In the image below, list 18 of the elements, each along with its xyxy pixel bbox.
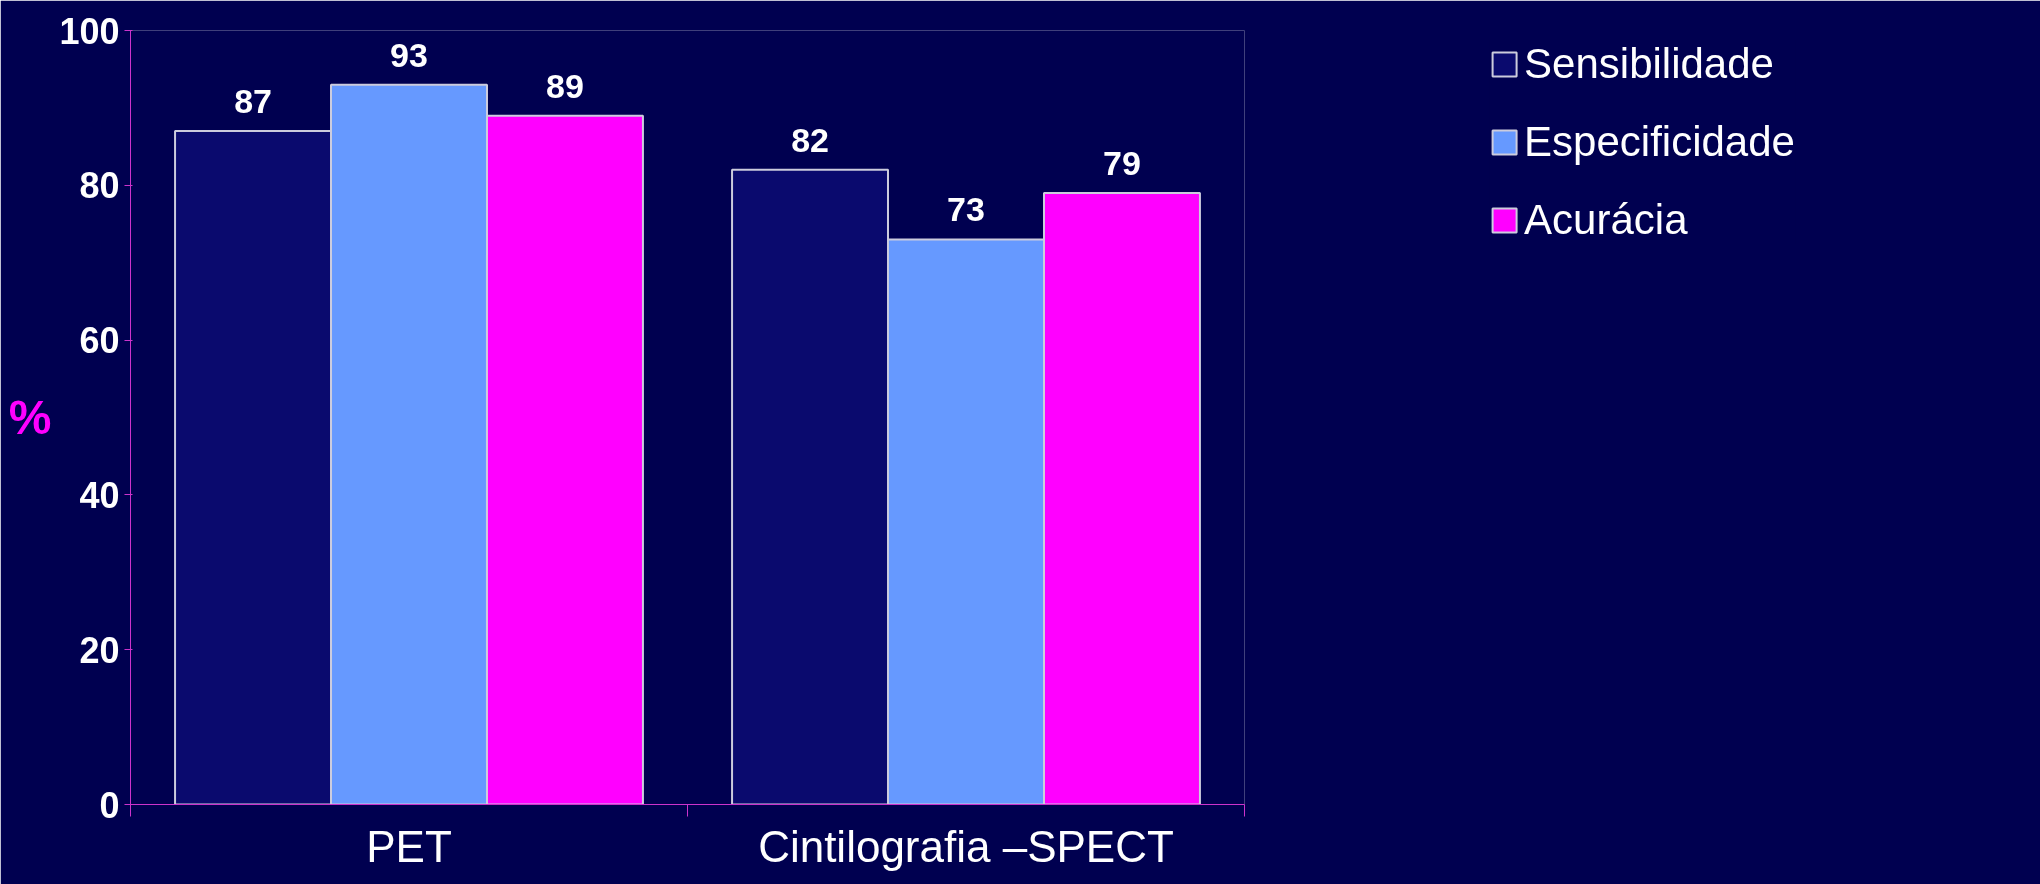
y-tick-label: 0: [99, 784, 120, 826]
data-label: 79: [1103, 144, 1141, 183]
legend-label: Especificidade: [1524, 118, 1795, 166]
data-label: 89: [546, 66, 584, 105]
data-label: 93: [390, 35, 428, 74]
y-tick-label: 40: [79, 474, 120, 516]
y-tick-label: 80: [79, 165, 120, 207]
data-label: 87: [234, 82, 272, 121]
x-tick-label: PET: [366, 821, 452, 871]
y-tick-label: 60: [79, 320, 120, 362]
data-label: 73: [947, 190, 985, 229]
y-tick-label: 100: [59, 10, 120, 52]
y-axis-title: %: [8, 391, 52, 444]
y-tick-label: 20: [79, 629, 120, 671]
x-tick-label: Cintilografia –SPECT: [758, 821, 1174, 871]
legend-label: Sensibilidade: [1524, 40, 1774, 88]
legend-label: Acurácia: [1524, 196, 1688, 244]
data-label: 82: [791, 120, 829, 159]
